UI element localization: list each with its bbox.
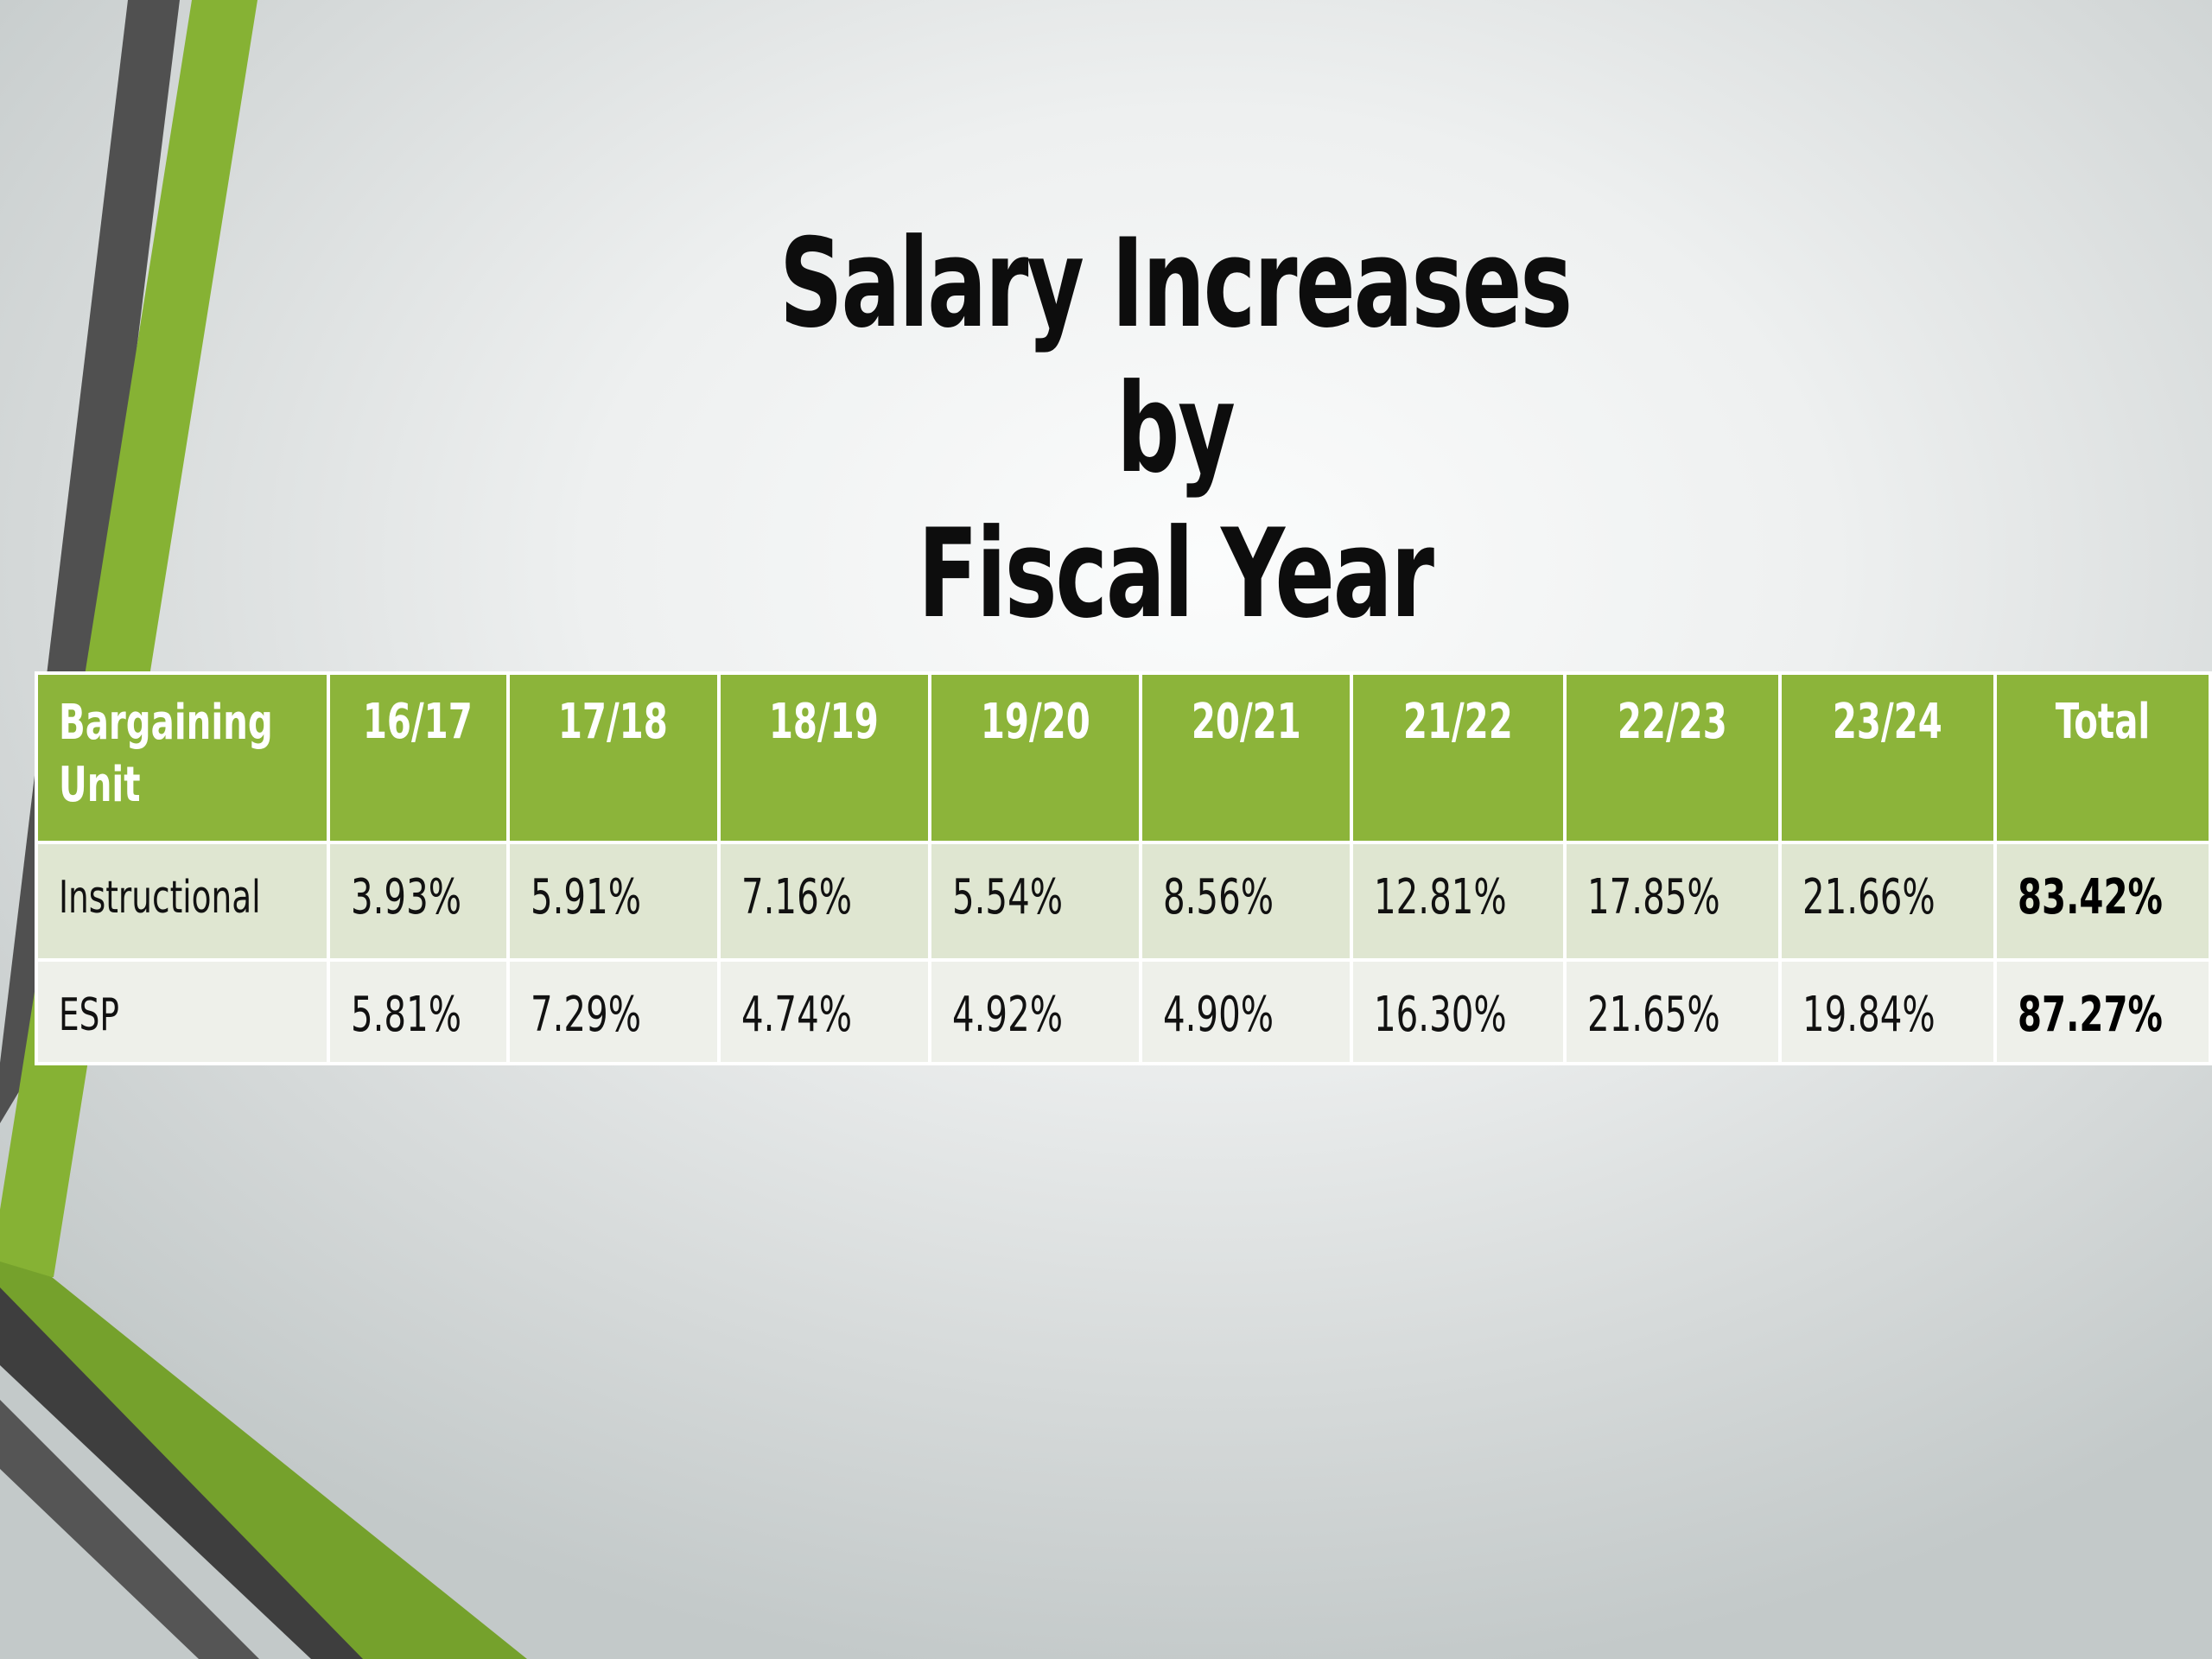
cell-value: 4.90% [1138, 958, 1354, 1065]
green-band [0, 1262, 527, 1659]
dark-band [0, 1287, 363, 1659]
title-line-2: Fiscal Year [918, 503, 1434, 645]
table-row: ESP 5.81% 7.29% 4.74% 4.92% 4.90% 16.30%… [35, 958, 2212, 1065]
cell-unit: Instructional [35, 841, 330, 962]
cell-value: 4.92% [927, 958, 1142, 1065]
cell-value: 8.56% [1138, 841, 1354, 962]
cell-value: 7.16% [716, 841, 931, 962]
header-21-22: 21/22 [1350, 671, 1567, 844]
header-row: Bargaining Unit 16/17 17/18 18/19 19/20 … [35, 671, 2212, 844]
header-19-20: 19/20 [927, 671, 1142, 844]
header-16-17: 16/17 [326, 671, 510, 844]
salary-table: Bargaining Unit 16/17 17/18 18/19 19/20 … [35, 671, 2212, 1065]
salary-table-container: Bargaining Unit 16/17 17/18 18/19 19/20 … [35, 671, 2212, 1065]
header-23-24: 23/24 [1778, 671, 1998, 844]
slide-title: Salary Increases by Fiscal Year [765, 212, 1586, 647]
cell-value: 7.29% [505, 958, 721, 1065]
cell-value: 5.54% [927, 841, 1142, 962]
cell-value: 5.81% [326, 958, 510, 1065]
cell-value: 19.84% [1778, 958, 1998, 1065]
title-line-1: Salary Increases by [779, 213, 1573, 500]
cell-total: 83.42% [1993, 841, 2212, 962]
cell-unit: ESP [35, 958, 330, 1065]
header-total: Total [1993, 671, 2212, 844]
dark-band-edge [0, 1400, 259, 1659]
cell-value: 21.65% [1563, 958, 1783, 1065]
cell-total: 87.27% [1993, 958, 2212, 1065]
cell-value: 4.74% [716, 958, 931, 1065]
header-17-18: 17/18 [505, 671, 721, 844]
cell-value: 16.30% [1350, 958, 1567, 1065]
cell-value: 5.91% [505, 841, 721, 962]
cell-value: 17.85% [1563, 841, 1783, 962]
cell-value: 12.81% [1350, 841, 1567, 962]
header-18-19: 18/19 [716, 671, 931, 844]
cell-value: 21.66% [1778, 841, 1998, 962]
header-bargaining-unit: Bargaining Unit [35, 671, 330, 844]
cell-value: 3.93% [326, 841, 510, 962]
header-20-21: 20/21 [1138, 671, 1354, 844]
header-22-23: 22/23 [1563, 671, 1783, 844]
table-row: Instructional 3.93% 5.91% 7.16% 5.54% 8.… [35, 841, 2212, 962]
